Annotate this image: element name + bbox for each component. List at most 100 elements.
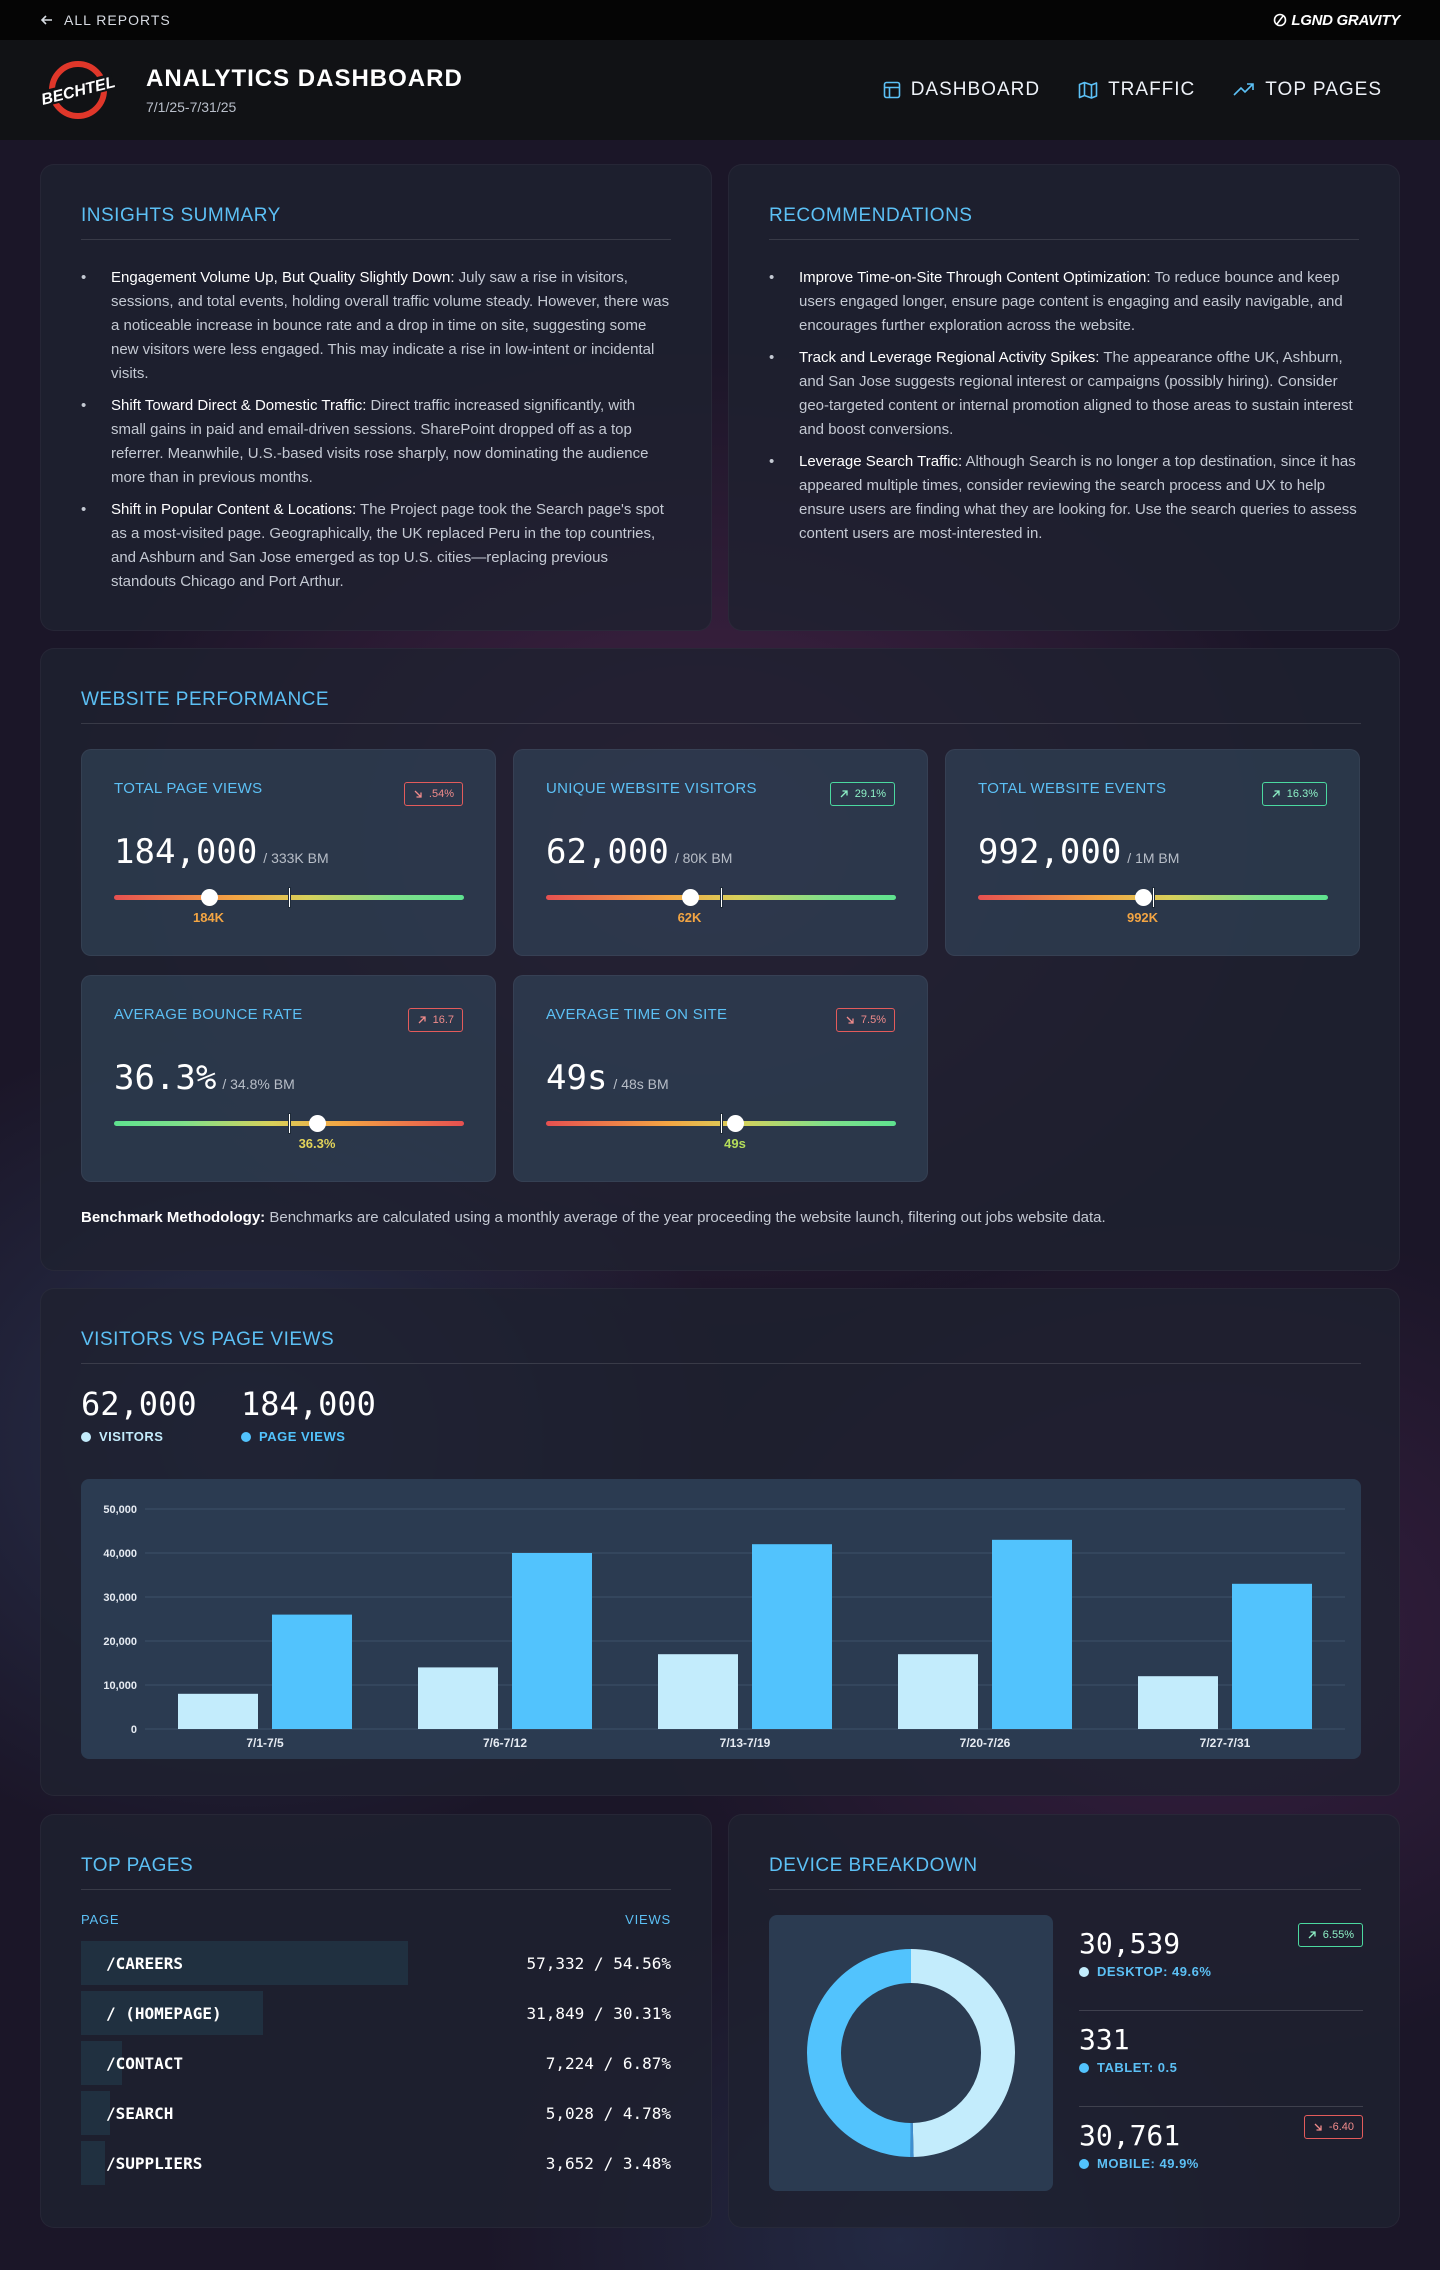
kpi-label: AVERAGE BOUNCE RATE — [114, 1006, 303, 1023]
recommendations-panel: RECOMMENDATIONS Improve Time-on-Site Thr… — [728, 164, 1400, 631]
donut-slice-desktop[interactable] — [910, 1949, 1015, 2157]
device-title: DEVICE BREAKDOWN — [769, 1855, 1361, 1890]
arrow-up-right-icon — [417, 1015, 427, 1025]
insight-item: Shift Toward Direct & Domestic Traffic: … — [81, 394, 671, 490]
arrow-down-right-icon — [413, 789, 423, 799]
insight-heading: Shift Toward Direct & Domestic Traffic: — [111, 397, 367, 414]
insight-item: Engagement Volume Up, But Quality Slight… — [81, 266, 671, 386]
gauge-value-knob — [1134, 889, 1152, 906]
top-page-share-bar — [81, 2091, 110, 2135]
visitors-chart-title: VISITORS VS PAGE VIEWS — [81, 1329, 1361, 1364]
pageviews-bar[interactable] — [272, 1614, 352, 1729]
kpi-benchmark: / 48s BM — [613, 1076, 669, 1092]
kpi-trend-badge: 16.7 — [407, 1008, 463, 1032]
kpi-card: AVERAGE TIME ON SITE 7.5% 49s / 48s BM 49s — [513, 975, 928, 1182]
recommendation-text: The appearance ofthe UK, Ashburn, and Sa… — [799, 349, 1353, 438]
nav-top-pages[interactable]: TOP PAGES — [1233, 79, 1382, 101]
top-page-row[interactable]: /SUPPLIERS 3,652 / 3.48% — [81, 2141, 671, 2185]
top-pages-panel: TOP PAGES PAGE VIEWS /CAREERS 57,332 / 54… — [40, 1814, 712, 2228]
kpi-gauge — [546, 887, 896, 908]
x-tick-label: 7/1-7/5 — [246, 1736, 284, 1750]
device-legend-dot — [1079, 1966, 1089, 1977]
y-tick-label: 40,000 — [103, 1548, 137, 1560]
kpi-card: TOTAL PAGE VIEWS .54% 184,000 / 333K BM 184K — [81, 749, 496, 956]
kpi-card: TOTAL WEBSITE EVENTS 16.3% 992,000/ 1M BM 9… — [945, 749, 1360, 956]
gauge-value-label: 184K — [192, 910, 225, 925]
brand-mark-icon — [1274, 13, 1287, 27]
device-trend-badge: -6.40 — [1303, 2115, 1363, 2139]
gauge-value-label: 992K — [1126, 910, 1159, 925]
gauge-benchmark-marker — [288, 887, 291, 908]
arrow-left-icon — [40, 15, 52, 25]
pageviews-total: 184,000 — [241, 1385, 376, 1423]
top-page-row[interactable]: /CAREERS 57,332 / 54.56% — [81, 1941, 671, 1985]
device-badge-value: -6.40 — [1328, 2121, 1354, 2133]
pageviews-bar[interactable] — [992, 1539, 1072, 1729]
recommendation-text: To reduce bounce and keep users engaged … — [799, 269, 1343, 334]
visitors-total: 62,000 — [81, 1385, 197, 1423]
y-tick-label: 20,000 — [103, 1636, 137, 1648]
top-page-share-bar — [81, 2141, 105, 2185]
kpi-card: UNIQUE WEBSITE VISITORS 29.1% 62,000 / 80K … — [513, 749, 928, 956]
brand-name: LGND GRAVITY — [1291, 11, 1400, 29]
device-stat: 30,539 DESKTOP: 49.6% 6.55% — [1079, 1915, 1363, 2011]
pageviews-bar[interactable] — [752, 1544, 832, 1729]
device-stat: 30,761 MOBILE: 49.9% -6.40 — [1079, 2107, 1363, 2203]
x-tick-label: 7/20-7/26 — [960, 1736, 1011, 1750]
top-page-path: / (HOMEPAGE) — [106, 2003, 222, 2023]
kpi-value-row: 992,000 / 1M BM — [978, 832, 1179, 872]
gauge-value-knob — [309, 1115, 326, 1132]
gauge-benchmark-marker — [288, 1113, 291, 1134]
visitors-bar[interactable] — [658, 1654, 738, 1729]
top-page-path: /CONTACT — [106, 2053, 184, 2073]
donut-slice-mobile[interactable] — [807, 1949, 912, 2157]
kpi-gauge — [978, 887, 1328, 908]
arrow-down-right-icon — [1313, 2122, 1323, 2132]
y-tick-label: 10,000 — [103, 1680, 137, 1692]
visitors-bar[interactable] — [178, 1693, 258, 1729]
top-page-path: /SUPPLIERS — [106, 2153, 203, 2173]
device-label: DESKTOP: 49.6% — [1097, 1964, 1212, 1979]
kpi-badge-value: 16.7 — [432, 1014, 454, 1026]
top-page-row[interactable]: /CONTACT 7,224 / 6.87% — [81, 2041, 671, 2085]
gauge-value-label: 49s — [724, 1136, 746, 1151]
top-page-path: /CAREERS — [106, 1953, 184, 1973]
brand-logo: LGND GRAVITY — [1273, 12, 1400, 29]
visitors-bar[interactable] — [898, 1654, 978, 1729]
kpi-label: AVERAGE TIME ON SITE — [546, 1006, 728, 1023]
top-page-views: 5,028 / 4.78% — [545, 2103, 671, 2123]
all-reports-link[interactable]: ALL REPORTS — [40, 12, 171, 28]
y-tick-label: 30,000 — [103, 1592, 137, 1604]
kpi-label: TOTAL PAGE VIEWS — [114, 780, 263, 797]
gauge-value-label: 36.3% — [298, 1136, 336, 1151]
kpi-value: 184,000 — [114, 832, 258, 872]
performance-title: WEBSITE PERFORMANCE — [81, 689, 1361, 724]
top-page-row[interactable]: / (HOMEPAGE) 31,849 / 30.31% — [81, 1991, 671, 2035]
nav-traffic[interactable]: TRAFFIC — [1078, 79, 1195, 101]
pageviews-stat: 184,000 PAGE VIEWS — [241, 1385, 376, 1444]
pageviews-bar[interactable] — [512, 1553, 592, 1729]
kpi-gauge — [546, 1113, 896, 1134]
kpi-value-row: 62,000 / 80K BM — [546, 832, 732, 872]
kpi-value-row: 184,000 / 333K BM — [114, 832, 329, 872]
recommendation-item: Improve Time-on-Site Through Content Opt… — [769, 266, 1359, 338]
y-tick-label: 50,000 — [103, 1504, 137, 1516]
visitors-chart-panel: VISITORS VS PAGE VIEWS 62,000 VISITORS 1… — [40, 1288, 1400, 1796]
app-header: BECHTEL ANALYTICS DASHBOARD 7/1/25-7/31/… — [0, 40, 1440, 140]
visitors-bar[interactable] — [418, 1667, 498, 1729]
device-value: 30,761 — [1079, 2119, 1181, 2152]
recommendations-title: RECOMMENDATIONS — [769, 205, 1359, 240]
col-page-header: PAGE — [81, 1912, 120, 1927]
x-tick-label: 7/6-7/12 — [483, 1736, 527, 1750]
top-page-path: /SEARCH — [106, 2103, 174, 2123]
top-page-row[interactable]: /SEARCH 5,028 / 4.78% — [81, 2091, 671, 2135]
visitors-bar[interactable] — [1138, 1676, 1218, 1729]
kpi-trend-badge: 16.3% — [1261, 782, 1327, 806]
recommendation-heading: Track and Leverage Regional Activity Spi… — [799, 349, 1100, 366]
kpi-label: TOTAL WEBSITE EVENTS — [978, 780, 1167, 797]
performance-panel: WEBSITE PERFORMANCE TOTAL PAGE VIEWS .54%… — [40, 648, 1400, 1271]
nav-dashboard[interactable]: DASHBOARD — [883, 79, 1040, 101]
top-bar: ALL REPORTS LGND GRAVITY — [0, 0, 1440, 40]
kpi-badge-value: 7.5% — [860, 1014, 886, 1026]
pageviews-bar[interactable] — [1232, 1583, 1312, 1729]
